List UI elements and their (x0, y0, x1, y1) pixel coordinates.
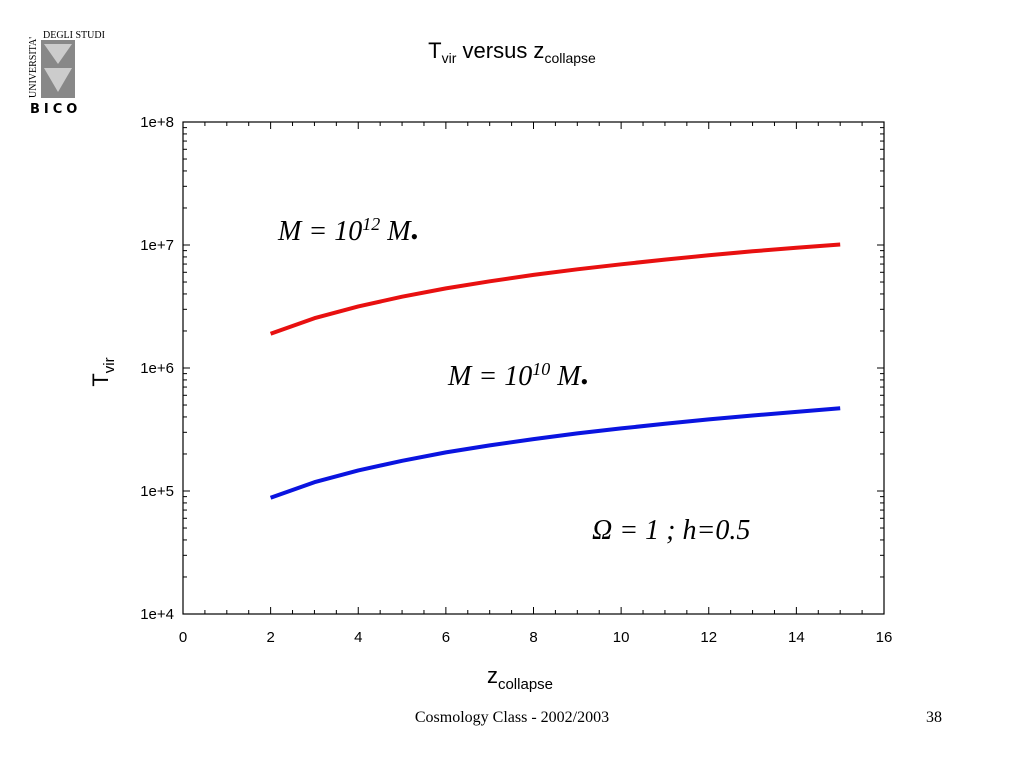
y-tick-labels: 1e+4 1e+5 1e+6 1e+7 1e+8 (140, 114, 174, 623)
annotation-mass-10: M = 1010 M• (448, 359, 589, 394)
annotation-params: Ω = 1 ; h=0.5 (592, 515, 751, 546)
x-tick-labels: 0 2 4 6 8 10 12 14 16 (179, 629, 893, 646)
logo-shield-top (44, 44, 72, 64)
x-tick-label: 8 (529, 629, 537, 646)
series-lines (269, 242, 841, 500)
logo-side-text: UNIVERSITA' (28, 37, 39, 98)
title-sub: vir (441, 50, 457, 66)
x-tick-label: 10 (613, 629, 630, 646)
y-tick-label: 1e+6 (140, 360, 174, 377)
y-tick-label: 1e+8 (140, 114, 174, 131)
title-mid: versus z (456, 38, 545, 63)
title-main: T (428, 38, 442, 63)
y-tick-label: 1e+5 (140, 483, 174, 500)
x-tick-label: 2 (266, 629, 274, 646)
axis-ticks (182, 121, 885, 615)
x-tick-label: 14 (788, 629, 805, 646)
series-line-0 (269, 242, 841, 336)
x-tick-label: 0 (179, 629, 187, 646)
x-axis-label: zcollapse (487, 663, 553, 693)
x-tick-label: 4 (354, 629, 362, 646)
y-tick-label: 1e+4 (140, 606, 174, 623)
annotation-mass-12: M = 1012 M• (278, 214, 419, 249)
logo-shield-bottom (44, 68, 72, 92)
logo-bottom-text: BICO (30, 102, 82, 117)
y-tick-label: 1e+7 (140, 237, 174, 254)
x-tick-label: 12 (700, 629, 717, 646)
page-number: 38 (926, 709, 942, 726)
logo-top-text: DEGLI STUDI (43, 30, 105, 41)
university-logo: UNIVERSITA' DEGLI STUDI (28, 28, 105, 102)
x-tick-label: 6 (442, 629, 450, 646)
y-axis-label: Tvir (88, 357, 118, 386)
footer-course: Cosmology Class - 2002/2003 (414, 709, 610, 726)
series-line-1 (269, 406, 841, 500)
x-tick-label: 16 (876, 629, 893, 646)
slide-title: Tvir versus zcollapse (0, 38, 1024, 66)
title-sub2: collapse (544, 50, 596, 66)
